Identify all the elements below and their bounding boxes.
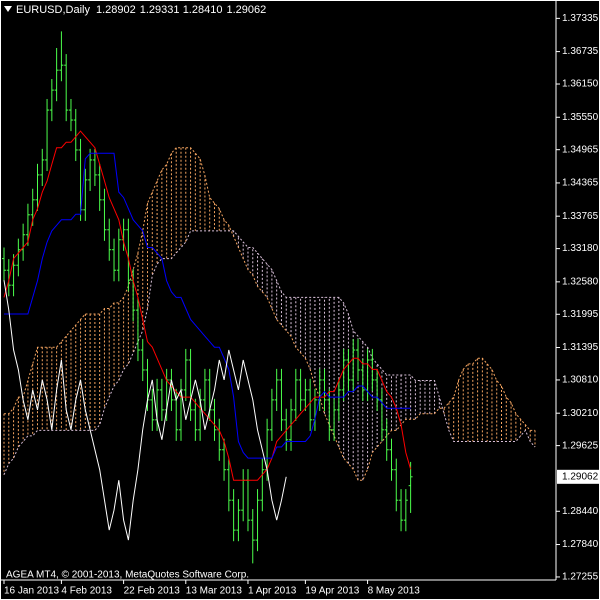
cloud-span-b [3,230,536,475]
y-tick-label: 1.27840 [562,539,599,550]
y-tick-label: 1.36735 [562,46,599,57]
indicator-line [4,152,411,459]
y-tick-label: 1.31395 [562,342,599,353]
price-box [557,469,599,484]
y-tick-label: 1.35550 [562,112,599,123]
x-tick-label: 13 Mar 2013 [186,586,243,597]
cloud-span-a [4,147,535,481]
header-open: 1.28902 [96,4,136,16]
y-tick-label: 1.36150 [562,79,599,90]
x-tick-label: 8 May 2013 [368,586,421,597]
y-tick-label: 1.28440 [562,506,599,517]
x-tick-label: 16 Jan 2013 [4,586,59,597]
header-low: 1.28410 [183,4,223,16]
x-tick-label: 1 Apr 2013 [248,586,297,597]
header-close: 1.29062 [226,4,266,16]
x-tick-label: 4 Feb 2013 [61,586,112,597]
y-tick-label: 1.33180 [562,243,599,254]
menu-icon[interactable] [4,6,12,12]
y-tick-label: 1.30210 [562,408,599,419]
chart-header: EURUSD,Daily 1.28902 1.29331 1.28410 1.29062 [16,4,266,16]
y-tick-label: 1.30810 [562,375,599,386]
y-tick-label: 1.31995 [562,309,599,320]
plot-area [2,31,536,564]
lagging-line [3,280,287,541]
y-tick-label: 1.33765 [562,211,599,222]
y-tick-label: 1.34965 [562,144,599,155]
indicator-line [3,130,412,481]
footer: AGEA MT4, © 2001-2013, MetaQuotes Softwa… [6,570,249,581]
header-high: 1.29331 [140,4,180,16]
y-tick-label: 1.34365 [562,178,599,189]
chart-title: EURUSD,Daily [16,4,90,16]
y-tick-label: 1.27255 [562,572,599,583]
x-tick-label: 22 Feb 2013 [124,586,181,597]
y-tick-label: 1.37335 [562,13,599,24]
y-tick-label: 1.32580 [562,276,599,287]
price-box-label: 1.29062 [562,471,599,482]
y-tick-label: 1.29625 [562,440,599,451]
x-tick-label: 19 Apr 2013 [305,586,359,597]
